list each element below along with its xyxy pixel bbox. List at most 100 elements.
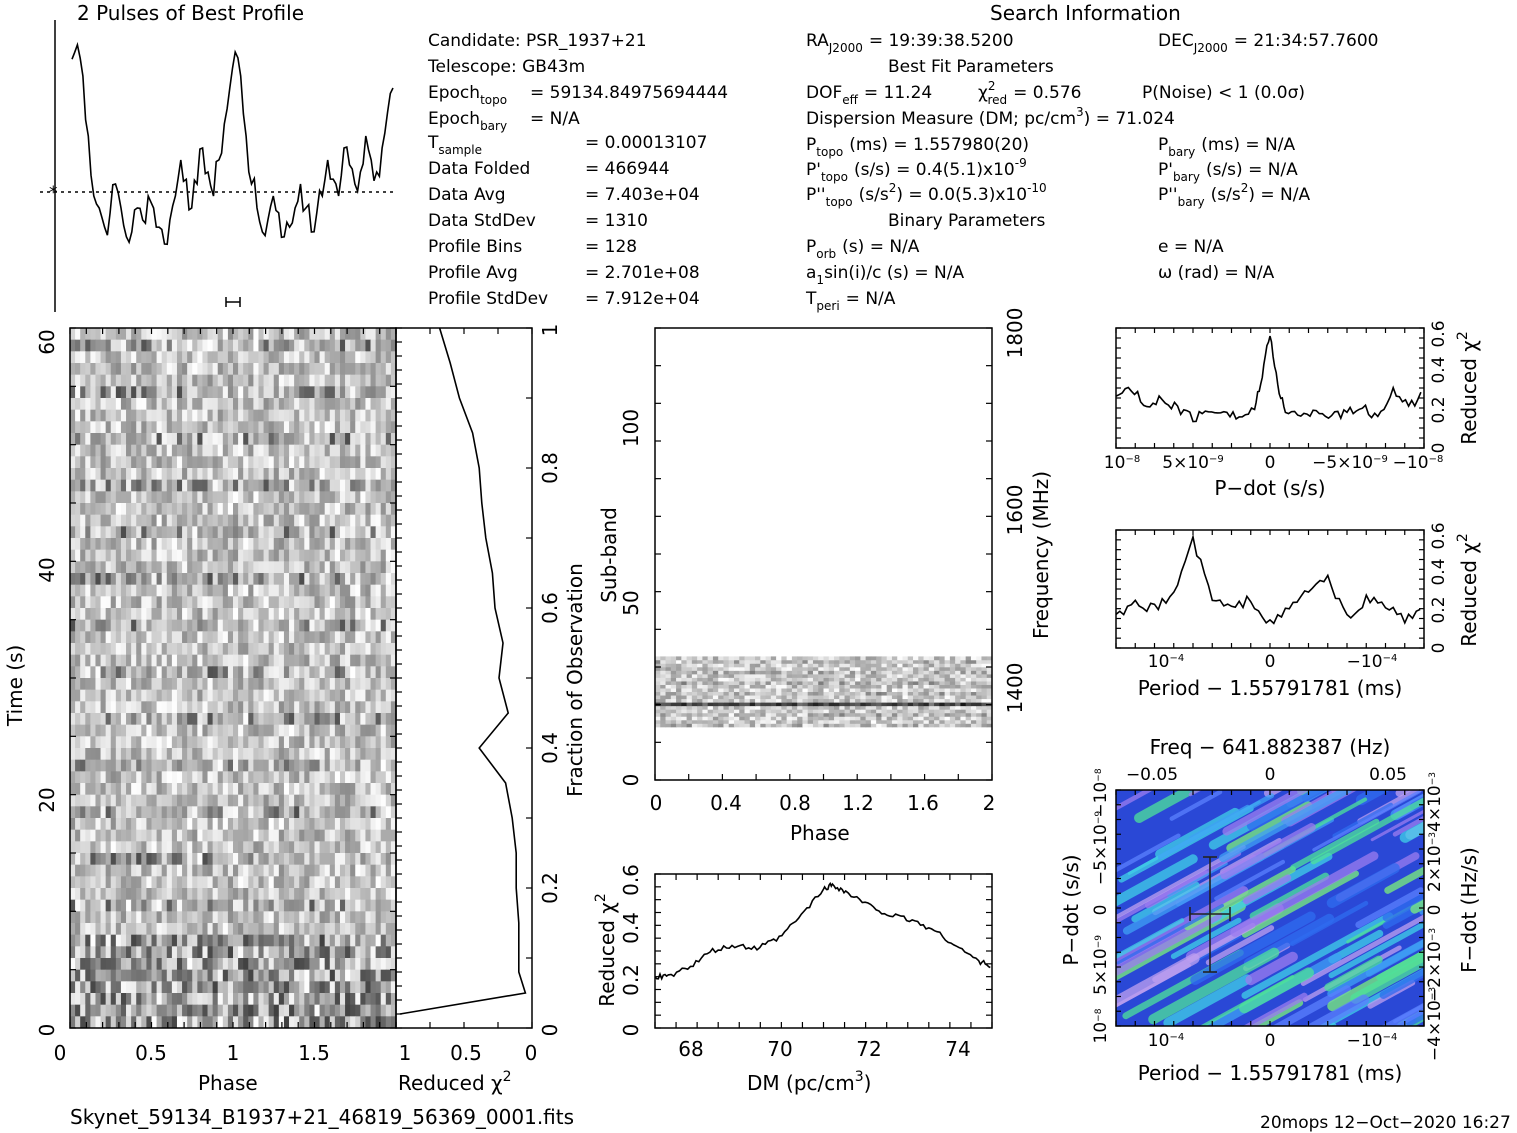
time-phase-cell	[80, 514, 86, 527]
time-phase-cell	[75, 374, 81, 387]
time-phase-cell	[238, 701, 244, 714]
time-phase-cell	[146, 538, 152, 551]
time-phase-cell	[95, 713, 102, 726]
profile-std-label: Profile StdDev	[428, 289, 548, 309]
subband-cell	[849, 712, 856, 717]
time-phase-cell	[390, 969, 397, 982]
time-phase-cell	[105, 969, 112, 982]
time-phase-cell	[309, 748, 315, 761]
time-phase-cell	[187, 561, 193, 574]
time-phase-cell	[141, 526, 147, 539]
subband-cell	[949, 695, 956, 700]
time-phase-cell	[390, 409, 397, 422]
time-phase-cell	[136, 958, 142, 971]
time-phase-cell	[309, 503, 315, 516]
time-phase-cell	[273, 398, 280, 411]
time-phase-cell	[115, 829, 122, 842]
time-phase-cell	[350, 993, 356, 1006]
time-phase-cell	[324, 701, 331, 714]
time-phase-cell	[80, 549, 86, 562]
time-phase-cell	[136, 934, 142, 947]
subband-cell	[660, 681, 667, 685]
subband-cell	[939, 681, 946, 685]
time-phase-cell	[339, 538, 346, 551]
time-phase-cell	[365, 351, 372, 364]
time-phase-cell	[207, 351, 214, 364]
time-phase-cell	[243, 608, 249, 621]
time-phase-cell	[192, 724, 198, 737]
time-phase-cell	[350, 386, 356, 399]
time-phase-cell	[161, 678, 168, 691]
time-phase-cell	[136, 759, 142, 772]
subband-cell	[781, 674, 788, 678]
time-phase-cell	[95, 398, 102, 411]
time-phase-cell	[248, 363, 254, 376]
time-phase-cell	[227, 958, 234, 971]
subband-cell	[691, 702, 698, 707]
time-phase-cell	[161, 398, 168, 411]
time-phase-cell	[238, 374, 244, 387]
time-phase-cell	[95, 386, 102, 399]
time-phase-cell	[151, 328, 158, 341]
subband-cell	[670, 723, 677, 728]
time-phase-cell	[263, 491, 270, 504]
time-phase-cell	[345, 491, 351, 504]
time-phase-cell	[309, 923, 315, 936]
subband-cell	[776, 723, 782, 728]
subband-cell	[902, 698, 909, 703]
time-phase-cell	[324, 1004, 331, 1017]
time-phase-cell	[248, 934, 254, 947]
time-phase-cell	[197, 666, 203, 679]
time-phase-cell	[161, 491, 168, 504]
time-phase-cell	[146, 479, 152, 492]
time-phase-cell	[126, 899, 132, 912]
time-phase-cell	[385, 339, 392, 352]
time-phase-cell	[90, 666, 96, 679]
subband-cell	[949, 702, 956, 707]
time-phase-cell	[212, 958, 219, 971]
time-phase-cell	[263, 993, 270, 1006]
time-phase-cell	[345, 899, 351, 912]
time-phase-cell	[100, 468, 107, 481]
time-phase-cell	[375, 818, 382, 831]
time-phase-cell	[146, 561, 152, 574]
subband-cell	[928, 681, 935, 685]
time-phase-cell	[329, 549, 336, 562]
time-phase-cell	[278, 433, 285, 446]
subband-cell	[876, 691, 882, 696]
time-phase-cell	[243, 561, 249, 574]
time-phase-cell	[151, 398, 158, 411]
time-phase-cell	[70, 433, 76, 446]
time-phase-cell	[334, 724, 341, 737]
time-phase-cell	[380, 1004, 387, 1017]
time-phase-cell	[166, 923, 173, 936]
time-phase-cell	[110, 876, 117, 889]
subband-cell	[828, 688, 835, 693]
time-phase-cell	[339, 701, 346, 714]
time-phase-cell	[126, 783, 132, 796]
subband-cell	[712, 712, 719, 717]
time-phase-cell	[360, 666, 366, 679]
time-phase-cell	[365, 468, 372, 481]
time-phase-cell	[350, 374, 356, 387]
subband-cell	[849, 688, 856, 693]
time-phase-cell	[146, 911, 152, 924]
epoch-topo-value: = 59134.84975694444	[530, 83, 728, 103]
time-phase-cell	[166, 549, 173, 562]
subband-cell	[755, 688, 761, 693]
subband-cell	[823, 719, 830, 724]
time-phase-cell	[263, 328, 270, 341]
time-phase-cell	[126, 829, 132, 842]
time-phase-cell	[319, 433, 326, 446]
time-phase-cell	[329, 596, 336, 609]
time-phase-cell	[304, 759, 310, 772]
subband-cell	[949, 712, 956, 717]
subband-cell	[849, 681, 856, 685]
subband-cell	[723, 674, 730, 678]
time-phase-cell	[375, 736, 382, 749]
time-phase-cell	[380, 433, 387, 446]
subband-cell	[913, 712, 919, 717]
time-phase-cell	[136, 993, 142, 1006]
time-phase-cell	[100, 363, 107, 376]
time-phase-cell	[243, 934, 249, 947]
